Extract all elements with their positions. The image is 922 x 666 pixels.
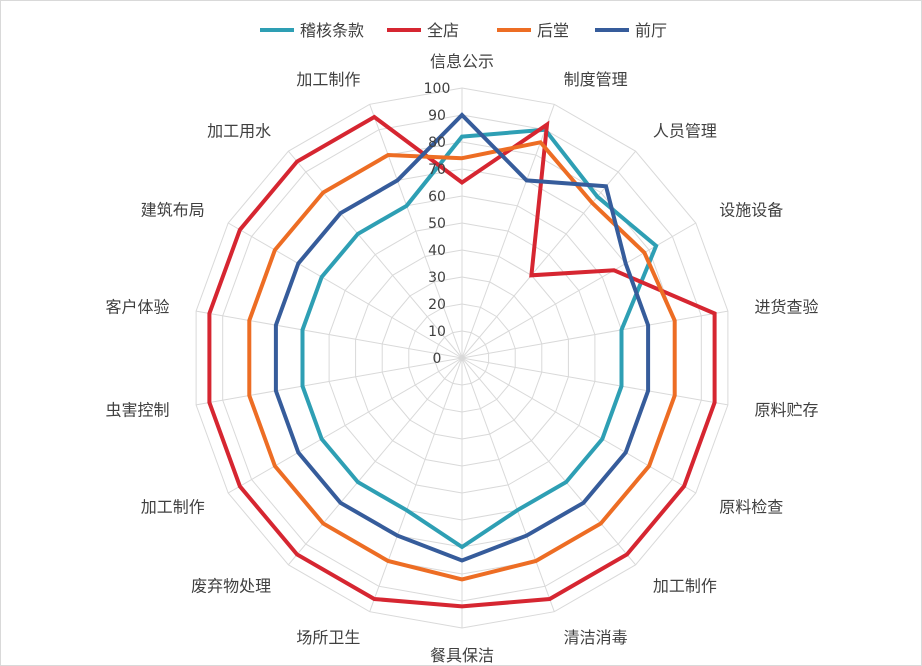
series-line-0 (300, 127, 659, 550)
category-label: 加工用水 (207, 122, 271, 141)
tick-label: 20 (428, 297, 446, 313)
category-label: 原料贮存 (755, 401, 819, 420)
tick-label: 80 (428, 135, 446, 151)
grid-spoke (196, 357, 463, 406)
tick-label: 100 (424, 81, 451, 97)
grid-spoke (227, 222, 463, 359)
tick-label: 60 (428, 189, 446, 205)
legend-label: 后堂 (537, 21, 569, 40)
category-label: 加工制作 (141, 498, 205, 517)
category-label: 进货查验 (755, 297, 819, 316)
grid-spoke (461, 310, 728, 359)
category-label: 客户体验 (105, 297, 169, 316)
grid-spoke (461, 357, 555, 612)
grid-spoke (288, 150, 463, 359)
grid-spoke (227, 357, 463, 494)
grid-spoke (461, 357, 636, 566)
tick-label: 70 (428, 162, 446, 178)
category-label: 餐具保洁 (430, 646, 494, 665)
grid-spoke (196, 310, 463, 359)
category-labels: 信息公示制度管理人员管理设施设备进货查验原料贮存原料检查加工制作清洁消毒餐具保洁… (105, 52, 818, 665)
legend-label: 稽核条款 (300, 21, 364, 40)
grid-spoke (288, 357, 463, 566)
category-label: 废弃物处理 (191, 577, 271, 596)
tick-label: 0 (433, 351, 442, 367)
series-line-2 (247, 140, 677, 582)
legend-label: 全店 (427, 21, 459, 40)
grid-spoke (369, 104, 463, 359)
category-label: 建筑布局 (141, 201, 205, 220)
series-line-1 (207, 114, 717, 609)
category-label: 场所卫生 (296, 628, 360, 647)
category-label: 清洁消毒 (564, 628, 628, 647)
tick-label: 10 (428, 324, 446, 340)
category-label: 人员管理 (653, 122, 717, 141)
category-label: 制度管理 (564, 70, 628, 89)
series-line-3 (273, 112, 651, 563)
tick-label: 40 (428, 243, 446, 259)
series-group (207, 112, 717, 609)
grid-spoke (461, 357, 697, 494)
tick-label: 50 (428, 216, 446, 232)
category-label: 加工制作 (296, 70, 360, 89)
grid-spoke (461, 357, 728, 406)
tick-labels: 0 10 20 30 40 50 60 70 80 90 100 (424, 81, 451, 367)
legend-label: 前厅 (635, 21, 667, 40)
category-label: 设施设备 (719, 201, 783, 220)
category-label: 原料检查 (719, 498, 783, 517)
grid-spoke (461, 104, 555, 359)
category-label: 信息公示 (430, 52, 494, 71)
grid-spoke (369, 357, 463, 612)
category-label: 加工制作 (653, 577, 717, 596)
legend: 稽核条款 全店 后堂 前厅 (260, 21, 667, 40)
tick-label: 30 (428, 270, 446, 286)
category-label: 虫害控制 (105, 401, 169, 420)
tick-label: 90 (428, 108, 446, 124)
